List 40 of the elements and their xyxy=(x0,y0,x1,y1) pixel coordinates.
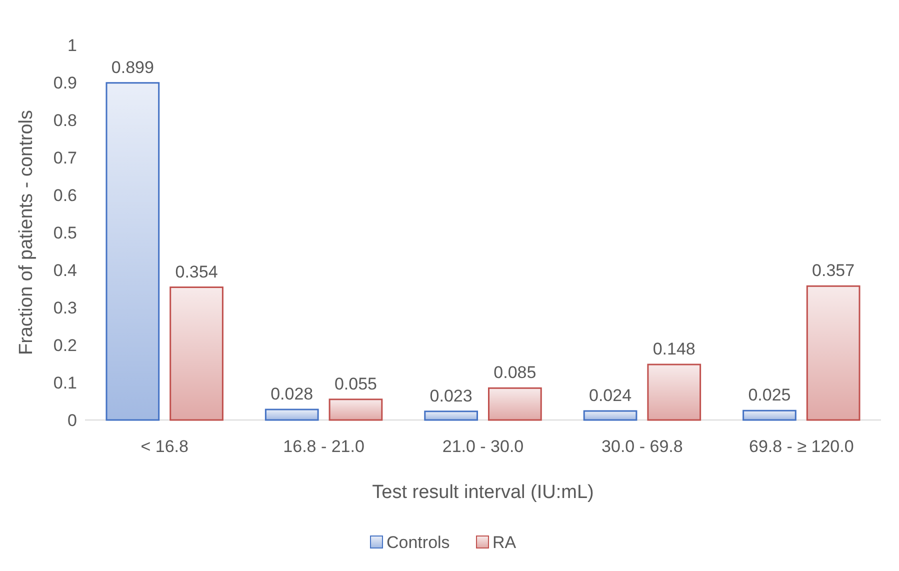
bar xyxy=(106,82,160,421)
data-label: 0.354 xyxy=(175,262,218,282)
x-tick-label: 69.8 - ≥ 120.0 xyxy=(749,437,854,456)
data-label: 0.148 xyxy=(652,340,696,358)
y-tick-label: 0.8 xyxy=(53,110,77,130)
y-tick-label: 0.5 xyxy=(53,223,77,242)
x-axis-title: Test result interval (IU:mL) xyxy=(372,482,594,503)
data-label: 0.899 xyxy=(111,58,154,77)
y-tick-label: 0.2 xyxy=(53,336,77,355)
x-tick-label: < 16.8 xyxy=(140,437,188,456)
data-label: 0.055 xyxy=(334,374,377,394)
bar xyxy=(264,408,319,421)
y-tick-label: 0.4 xyxy=(53,260,77,280)
y-tick-label: 0.6 xyxy=(53,186,77,205)
data-label: 0.025 xyxy=(748,386,791,405)
x-tick-label: 30.0 - 69.8 xyxy=(602,437,683,456)
bar xyxy=(806,285,860,421)
legend-label: RA xyxy=(492,533,517,552)
y-tick-label: 0.9 xyxy=(53,73,77,92)
bar xyxy=(424,410,478,421)
y-tick-label: 0.1 xyxy=(53,373,77,392)
bar xyxy=(328,398,383,421)
bar xyxy=(647,364,702,421)
x-tick-label: 16.8 - 21.0 xyxy=(283,437,364,456)
y-tick-label: 0 xyxy=(68,410,77,430)
bar xyxy=(742,410,796,421)
data-label: 0.023 xyxy=(430,386,472,406)
y-tick-label: 1 xyxy=(68,36,77,55)
data-label: 0.357 xyxy=(812,261,855,280)
y-axis-title: Fraction of patients - controls xyxy=(16,110,37,355)
data-label: 0.085 xyxy=(494,363,536,382)
bar xyxy=(488,387,542,421)
data-label: 0.024 xyxy=(589,386,632,405)
data-label: 0.028 xyxy=(270,384,314,404)
x-tick-label: 21.0 - 30.0 xyxy=(442,437,524,456)
y-tick-label: 0.7 xyxy=(53,148,77,168)
bar xyxy=(170,286,224,421)
legend-label: Controls xyxy=(386,533,450,552)
y-tick-label: 0.3 xyxy=(53,298,77,318)
bar xyxy=(583,410,638,421)
